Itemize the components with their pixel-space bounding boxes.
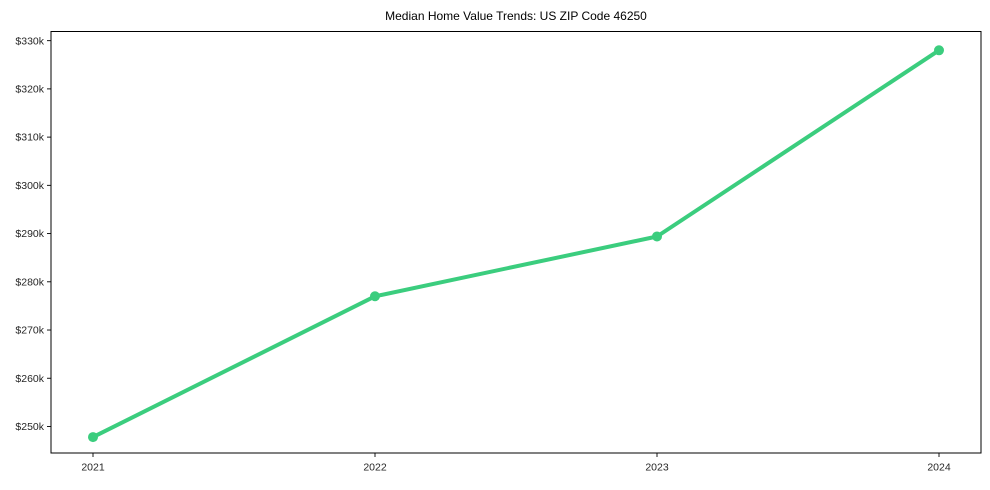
y-tick-label: $320k <box>15 83 44 95</box>
y-tick-label: $290k <box>15 228 44 240</box>
plot-area: $250k $260k $270k $280k $290k $300k $310k $320k… <box>15 31 982 474</box>
y-tick-label: $280k <box>15 276 44 288</box>
y-tick-label: $330k <box>15 35 44 47</box>
plot-border <box>50 31 982 454</box>
y-tick-label: $300k <box>15 180 44 192</box>
y-tick-label: $270k <box>15 325 44 337</box>
data-point-2021 <box>88 432 98 443</box>
x-tick-label: 2024 <box>927 462 951 474</box>
chart-title: Median Home Value Trends: US ZIP Code 46… <box>385 9 647 23</box>
y-tick-label: $260k <box>15 373 44 385</box>
y-tick-label: $250k <box>15 421 44 433</box>
data-point-2023 <box>652 231 662 242</box>
trend-line <box>91 48 941 440</box>
data-point-2022 <box>370 291 380 302</box>
x-tick-label: 2022 <box>363 462 387 474</box>
x-tick-label: 2021 <box>81 462 105 474</box>
y-tick-label: $310k <box>15 132 44 144</box>
x-tick-label: 2023 <box>645 462 669 474</box>
data-point-2024 <box>934 45 944 56</box>
